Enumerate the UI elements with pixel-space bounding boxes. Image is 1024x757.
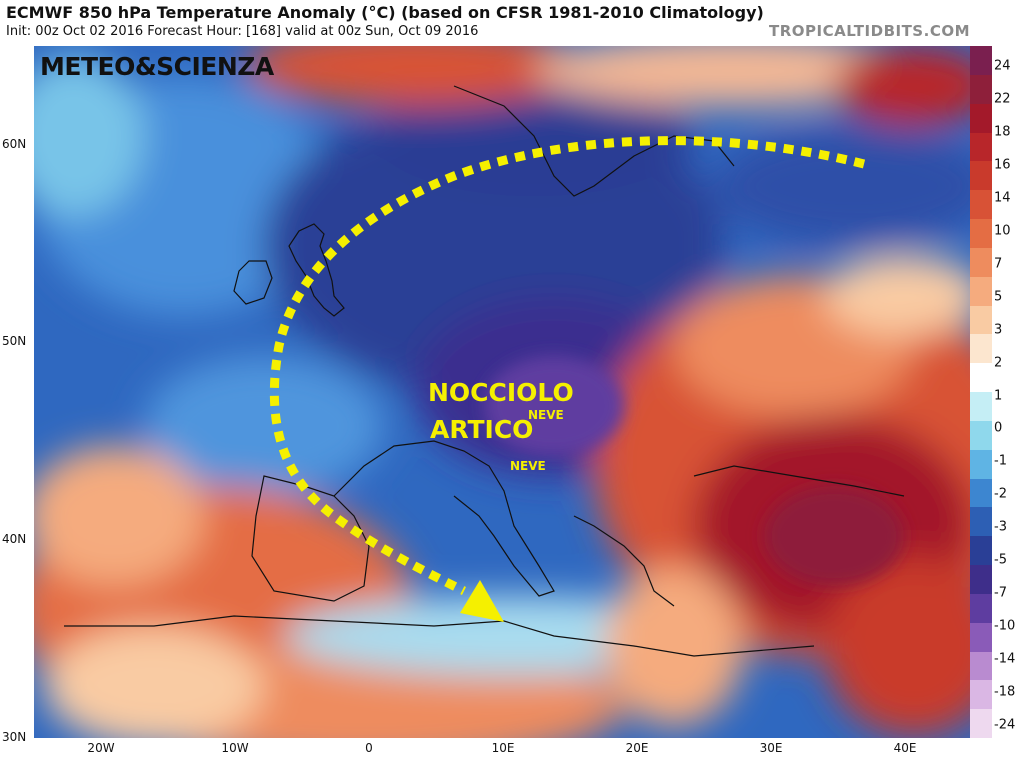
colorbar-label: -1 (994, 453, 1007, 469)
colorbar-swatch (970, 709, 992, 739)
colorbar-swatch (970, 565, 992, 595)
colorbar-label: 22 (994, 91, 1011, 107)
colorbar-swatch (970, 507, 992, 537)
ireland-coast (233, 260, 273, 305)
arrow-head (460, 580, 504, 622)
colorbar-label: 0 (994, 420, 1003, 436)
colorbar-label: -10 (994, 618, 1016, 634)
colorbar-swatch (970, 420, 992, 451)
lon-label-30e: 30E (759, 741, 783, 755)
lon-label-20w: 20W (87, 741, 115, 755)
anomaly-map-svg (34, 46, 970, 738)
colorbar-swatch (970, 651, 992, 681)
colorbar-swatch (970, 392, 992, 422)
colorbar-swatch (970, 219, 992, 249)
colorbar-label: 2 (994, 355, 1003, 371)
colorbar-label: -24 (994, 717, 1016, 733)
lat-label-60n: 60N (2, 137, 27, 151)
balkans-coast (573, 515, 675, 607)
colorbar-label: 24 (994, 58, 1011, 74)
colorbar-swatch (970, 190, 992, 220)
colorbar-swatch (970, 305, 992, 335)
watermark-text: METEO&SCIENZA (40, 52, 274, 81)
colorbar-label: 18 (994, 124, 1011, 140)
colorbar-label: 10 (994, 223, 1011, 239)
iberia-coast (251, 475, 370, 602)
colorbar-label: 3 (994, 322, 1003, 338)
colorbar-swatch (970, 247, 992, 278)
colorbar-swatch (970, 103, 992, 133)
colorbar-label: -7 (994, 585, 1007, 601)
colorbar-swatch (970, 478, 992, 508)
colorbar-label: -18 (994, 684, 1016, 700)
colorbar-swatch (970, 276, 992, 306)
lon-label-40e: 40E (893, 741, 917, 755)
lon-label-10w: 10W (221, 741, 249, 755)
colorbar-label: -5 (994, 552, 1007, 568)
colorbar-swatch (970, 46, 992, 76)
lon-label-0: 0 (365, 741, 373, 755)
france-italy-coast (333, 440, 555, 597)
lat-label-40n: 40N (2, 532, 27, 546)
annotation-neve-1: NEVE (528, 408, 564, 422)
annotation-neve-2: NEVE (510, 459, 546, 473)
anomaly-map (34, 46, 970, 738)
colorbar-label: 16 (994, 157, 1011, 173)
colorbar (970, 46, 992, 739)
anomaly-core-detail (484, 356, 904, 586)
britain-coast (288, 223, 345, 317)
arrow-path (269, 136, 866, 596)
colorbar-label: -14 (994, 651, 1016, 667)
colorbar-swatch (970, 593, 992, 624)
colorbar-label: -2 (994, 486, 1007, 502)
colorbar-swatch (970, 74, 992, 105)
lat-label-50n: 50N (2, 334, 27, 348)
colorbar-swatch (970, 161, 992, 191)
colorbar-swatch (970, 536, 992, 566)
colorbar-swatch (970, 132, 992, 162)
map-title: ECMWF 850 hPa Temperature Anomaly (°C) (… (6, 3, 764, 22)
anomaly-field (34, 46, 970, 738)
colorbar-swatch (970, 622, 992, 652)
colorbar-swatch (970, 363, 992, 393)
north-africa-coast (64, 615, 815, 657)
annotation-artico: ARTICO (430, 415, 534, 444)
black-sea-coast (693, 465, 905, 497)
lat-label-30n: 30N (2, 730, 27, 744)
lon-label-20e: 20E (625, 741, 649, 755)
colorbar-swatch (970, 449, 992, 479)
colorbar-label: 1 (994, 388, 1003, 404)
arctic-flow-arrow (269, 136, 866, 622)
colorbar-swatch (970, 334, 992, 364)
annotation-nocciolo: NOCCIOLO (428, 378, 574, 407)
colorbar-label: 5 (994, 289, 1003, 305)
colorbar-label: 14 (994, 190, 1011, 206)
colorbar-label: -3 (994, 519, 1007, 535)
lon-label-10e: 10E (491, 741, 515, 755)
colorbar-label: 7 (994, 256, 1003, 272)
map-subtitle: Init: 00z Oct 02 2016 Forecast Hour: [16… (6, 24, 479, 39)
source-credit: TROPICALTIDBITS.COM (769, 22, 970, 40)
colorbar-swatch (970, 680, 992, 710)
coastlines (64, 85, 905, 657)
